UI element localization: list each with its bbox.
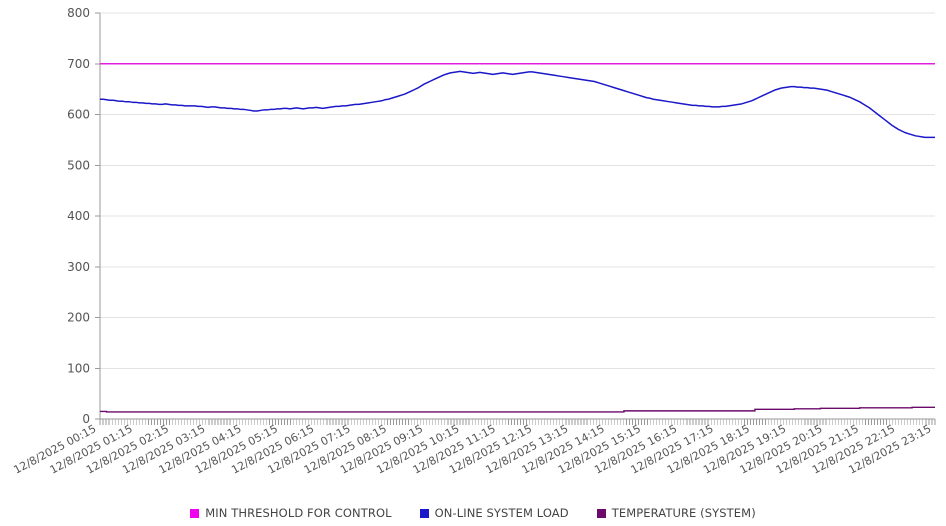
y-axis-tick-label: 500	[67, 158, 90, 172]
y-axis-tick-label: 100	[67, 361, 90, 375]
legend-swatch-temperature-system	[596, 508, 606, 518]
legend-label-temperature-system: TEMPERATURE (SYSTEM)	[611, 506, 756, 520]
chart-legend: MIN THRESHOLD FOR CONTROL ON-LINE SYSTEM…	[0, 506, 946, 520]
legend-swatch-min-threshold	[190, 508, 200, 518]
y-axis-tick-label: 300	[67, 260, 90, 274]
y-axis-tick-label: 600	[67, 108, 90, 122]
legend-label-min-threshold: MIN THRESHOLD FOR CONTROL	[205, 506, 392, 520]
y-axis-tick-label: 700	[67, 57, 90, 71]
legend-label-online-system-load: ON-LINE SYSTEM LOAD	[434, 506, 569, 520]
legend-item-online-system-load[interactable]: ON-LINE SYSTEM LOAD	[419, 506, 569, 520]
y-axis-tick-label: 800	[67, 6, 90, 20]
y-axis-tick-label: 200	[67, 311, 90, 325]
y-axis-tick-label: 400	[67, 209, 90, 223]
legend-item-temperature-system[interactable]: TEMPERATURE (SYSTEM)	[596, 506, 756, 520]
legend-swatch-online-system-load	[419, 508, 429, 518]
series-line-temperature-system	[100, 406, 935, 413]
y-axis-tick-label: 0	[82, 412, 90, 426]
series-line-online-system-load	[100, 70, 935, 139]
legend-item-min-threshold[interactable]: MIN THRESHOLD FOR CONTROL	[190, 506, 392, 520]
